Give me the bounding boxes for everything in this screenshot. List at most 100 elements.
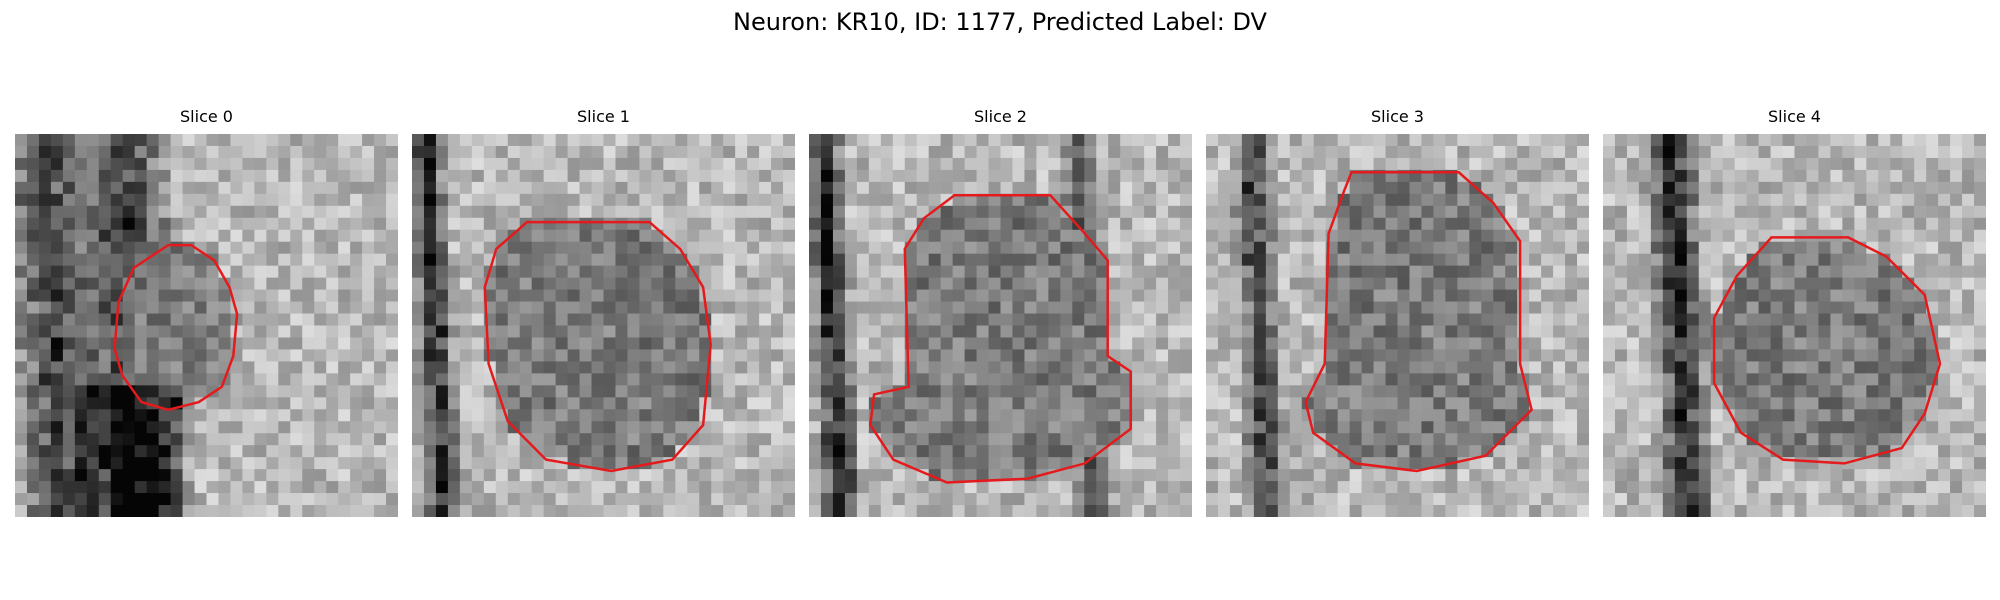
pixel (555, 361, 569, 374)
pixel (1096, 505, 1109, 517)
pixel (1662, 373, 1676, 386)
pixel (1565, 134, 1578, 147)
pixel (122, 157, 136, 171)
pixel (651, 169, 664, 183)
pixel (892, 265, 906, 279)
pixel (820, 145, 834, 159)
pixel (1072, 145, 1085, 159)
pixel (50, 397, 64, 410)
pixel (988, 277, 1002, 291)
pixel (98, 421, 112, 434)
pixel (1349, 289, 1363, 303)
pixel (1024, 157, 1038, 171)
pixel (1385, 134, 1399, 147)
pixel (314, 481, 327, 494)
pixel (302, 134, 315, 147)
pixel (314, 301, 327, 315)
pixel (471, 241, 485, 255)
pixel (1638, 217, 1652, 231)
pixel (735, 229, 748, 243)
pixel (1277, 421, 1291, 434)
pixel (98, 505, 112, 517)
pixel (1854, 397, 1867, 410)
pixel (1144, 397, 1157, 410)
pixel (1132, 361, 1145, 374)
pixel (1926, 205, 1939, 219)
pixel (1361, 373, 1375, 386)
pixel (194, 505, 208, 517)
pixel (1517, 397, 1530, 410)
pixel (338, 445, 351, 458)
pixel (820, 409, 834, 422)
pixel (627, 181, 641, 195)
pixel (507, 181, 521, 195)
pixel (290, 325, 303, 339)
pixel (1481, 217, 1494, 231)
pixel (242, 457, 255, 470)
pixel (182, 134, 196, 147)
pixel (182, 361, 196, 374)
pixel (976, 445, 990, 458)
pixel (1265, 349, 1279, 363)
pixel (1313, 421, 1327, 434)
pixel (1072, 217, 1085, 231)
pixel (928, 481, 942, 494)
pixel (1000, 145, 1014, 159)
pixel (639, 229, 652, 243)
pixel (952, 445, 966, 458)
pixel (26, 205, 40, 219)
pixel (362, 409, 375, 422)
pixel (892, 361, 906, 374)
pixel (1806, 337, 1820, 351)
pixel (1084, 373, 1097, 386)
pixel (1144, 169, 1157, 183)
pixel (1614, 373, 1628, 386)
pixel (38, 181, 52, 195)
pixel (242, 253, 255, 267)
pixel (940, 301, 954, 315)
pixel (278, 193, 291, 207)
pixel (1902, 169, 1915, 183)
pixel (904, 157, 918, 171)
pixel (916, 217, 930, 231)
pixel (254, 373, 267, 386)
pixel (1577, 505, 1589, 517)
pixel (98, 457, 112, 470)
pixel (1325, 265, 1339, 279)
pixel (868, 157, 882, 171)
pixel (1409, 145, 1423, 159)
pixel (1481, 469, 1494, 482)
pixel (1854, 193, 1867, 207)
pixel (1206, 469, 1219, 482)
pixel (1132, 481, 1145, 494)
pixel (26, 145, 40, 159)
pixel (1084, 445, 1097, 458)
pixel (338, 193, 351, 207)
pixel (1614, 457, 1628, 470)
pixel (1565, 433, 1578, 446)
pixel (38, 313, 52, 327)
pixel (1036, 217, 1049, 231)
pixel (290, 337, 303, 351)
pixel (386, 373, 398, 386)
pixel (639, 349, 652, 363)
pixel (1698, 145, 1712, 159)
pixel (302, 253, 315, 267)
pixel (182, 409, 196, 422)
pixel (1168, 433, 1181, 446)
pixel (928, 445, 942, 458)
pixel (1217, 505, 1231, 517)
pixel (1241, 361, 1255, 374)
pixel (1373, 361, 1387, 374)
pixel (1614, 325, 1628, 339)
pixel (146, 241, 160, 255)
pixel (374, 205, 387, 219)
pixel (1698, 373, 1712, 386)
pixel (1722, 313, 1736, 327)
pixel (1878, 181, 1891, 195)
pixel (242, 325, 255, 339)
pixel (675, 145, 688, 159)
pixel (362, 433, 375, 446)
pixel (1541, 445, 1554, 458)
pixel (1541, 241, 1554, 255)
